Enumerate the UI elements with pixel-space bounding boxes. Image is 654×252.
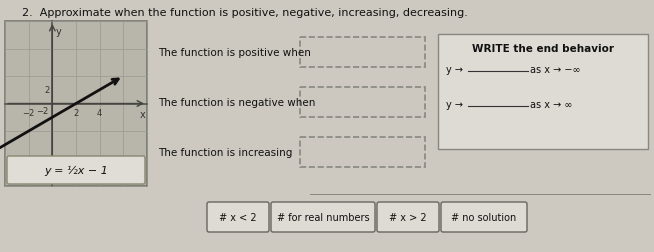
Text: 4: 4 <box>97 108 102 117</box>
FancyBboxPatch shape <box>377 202 439 232</box>
Text: −2: −2 <box>36 106 48 115</box>
Text: # x < 2: # x < 2 <box>219 212 257 222</box>
Text: WRITE the end behavior: WRITE the end behavior <box>472 44 614 54</box>
FancyBboxPatch shape <box>438 35 648 149</box>
FancyBboxPatch shape <box>300 137 425 167</box>
FancyBboxPatch shape <box>207 202 269 232</box>
Text: as x → −∞: as x → −∞ <box>530 65 581 75</box>
Text: The function is increasing: The function is increasing <box>158 147 292 158</box>
Text: as x → ∞: as x → ∞ <box>530 100 572 110</box>
FancyBboxPatch shape <box>300 38 425 68</box>
Text: 2.  Approximate when the function is positive, negative, increasing, decreasing.: 2. Approximate when the function is posi… <box>22 8 468 18</box>
FancyBboxPatch shape <box>300 88 425 117</box>
Text: # for real numbers: # for real numbers <box>277 212 370 222</box>
FancyBboxPatch shape <box>7 156 145 184</box>
Text: # no solution: # no solution <box>451 212 517 222</box>
Text: y = ½x − 1: y = ½x − 1 <box>44 165 108 175</box>
Text: 2: 2 <box>44 86 49 95</box>
Text: y: y <box>56 27 61 37</box>
Text: x: x <box>139 109 145 119</box>
Text: # x > 2: # x > 2 <box>389 212 427 222</box>
Text: y →: y → <box>446 65 463 75</box>
Text: The function is negative when: The function is negative when <box>158 98 315 108</box>
FancyBboxPatch shape <box>5 22 147 186</box>
Text: The function is positive when: The function is positive when <box>158 48 311 58</box>
FancyBboxPatch shape <box>271 202 375 232</box>
Text: −2: −2 <box>22 108 35 117</box>
FancyBboxPatch shape <box>441 202 527 232</box>
Text: y →: y → <box>446 100 463 110</box>
Text: 2: 2 <box>73 108 78 117</box>
